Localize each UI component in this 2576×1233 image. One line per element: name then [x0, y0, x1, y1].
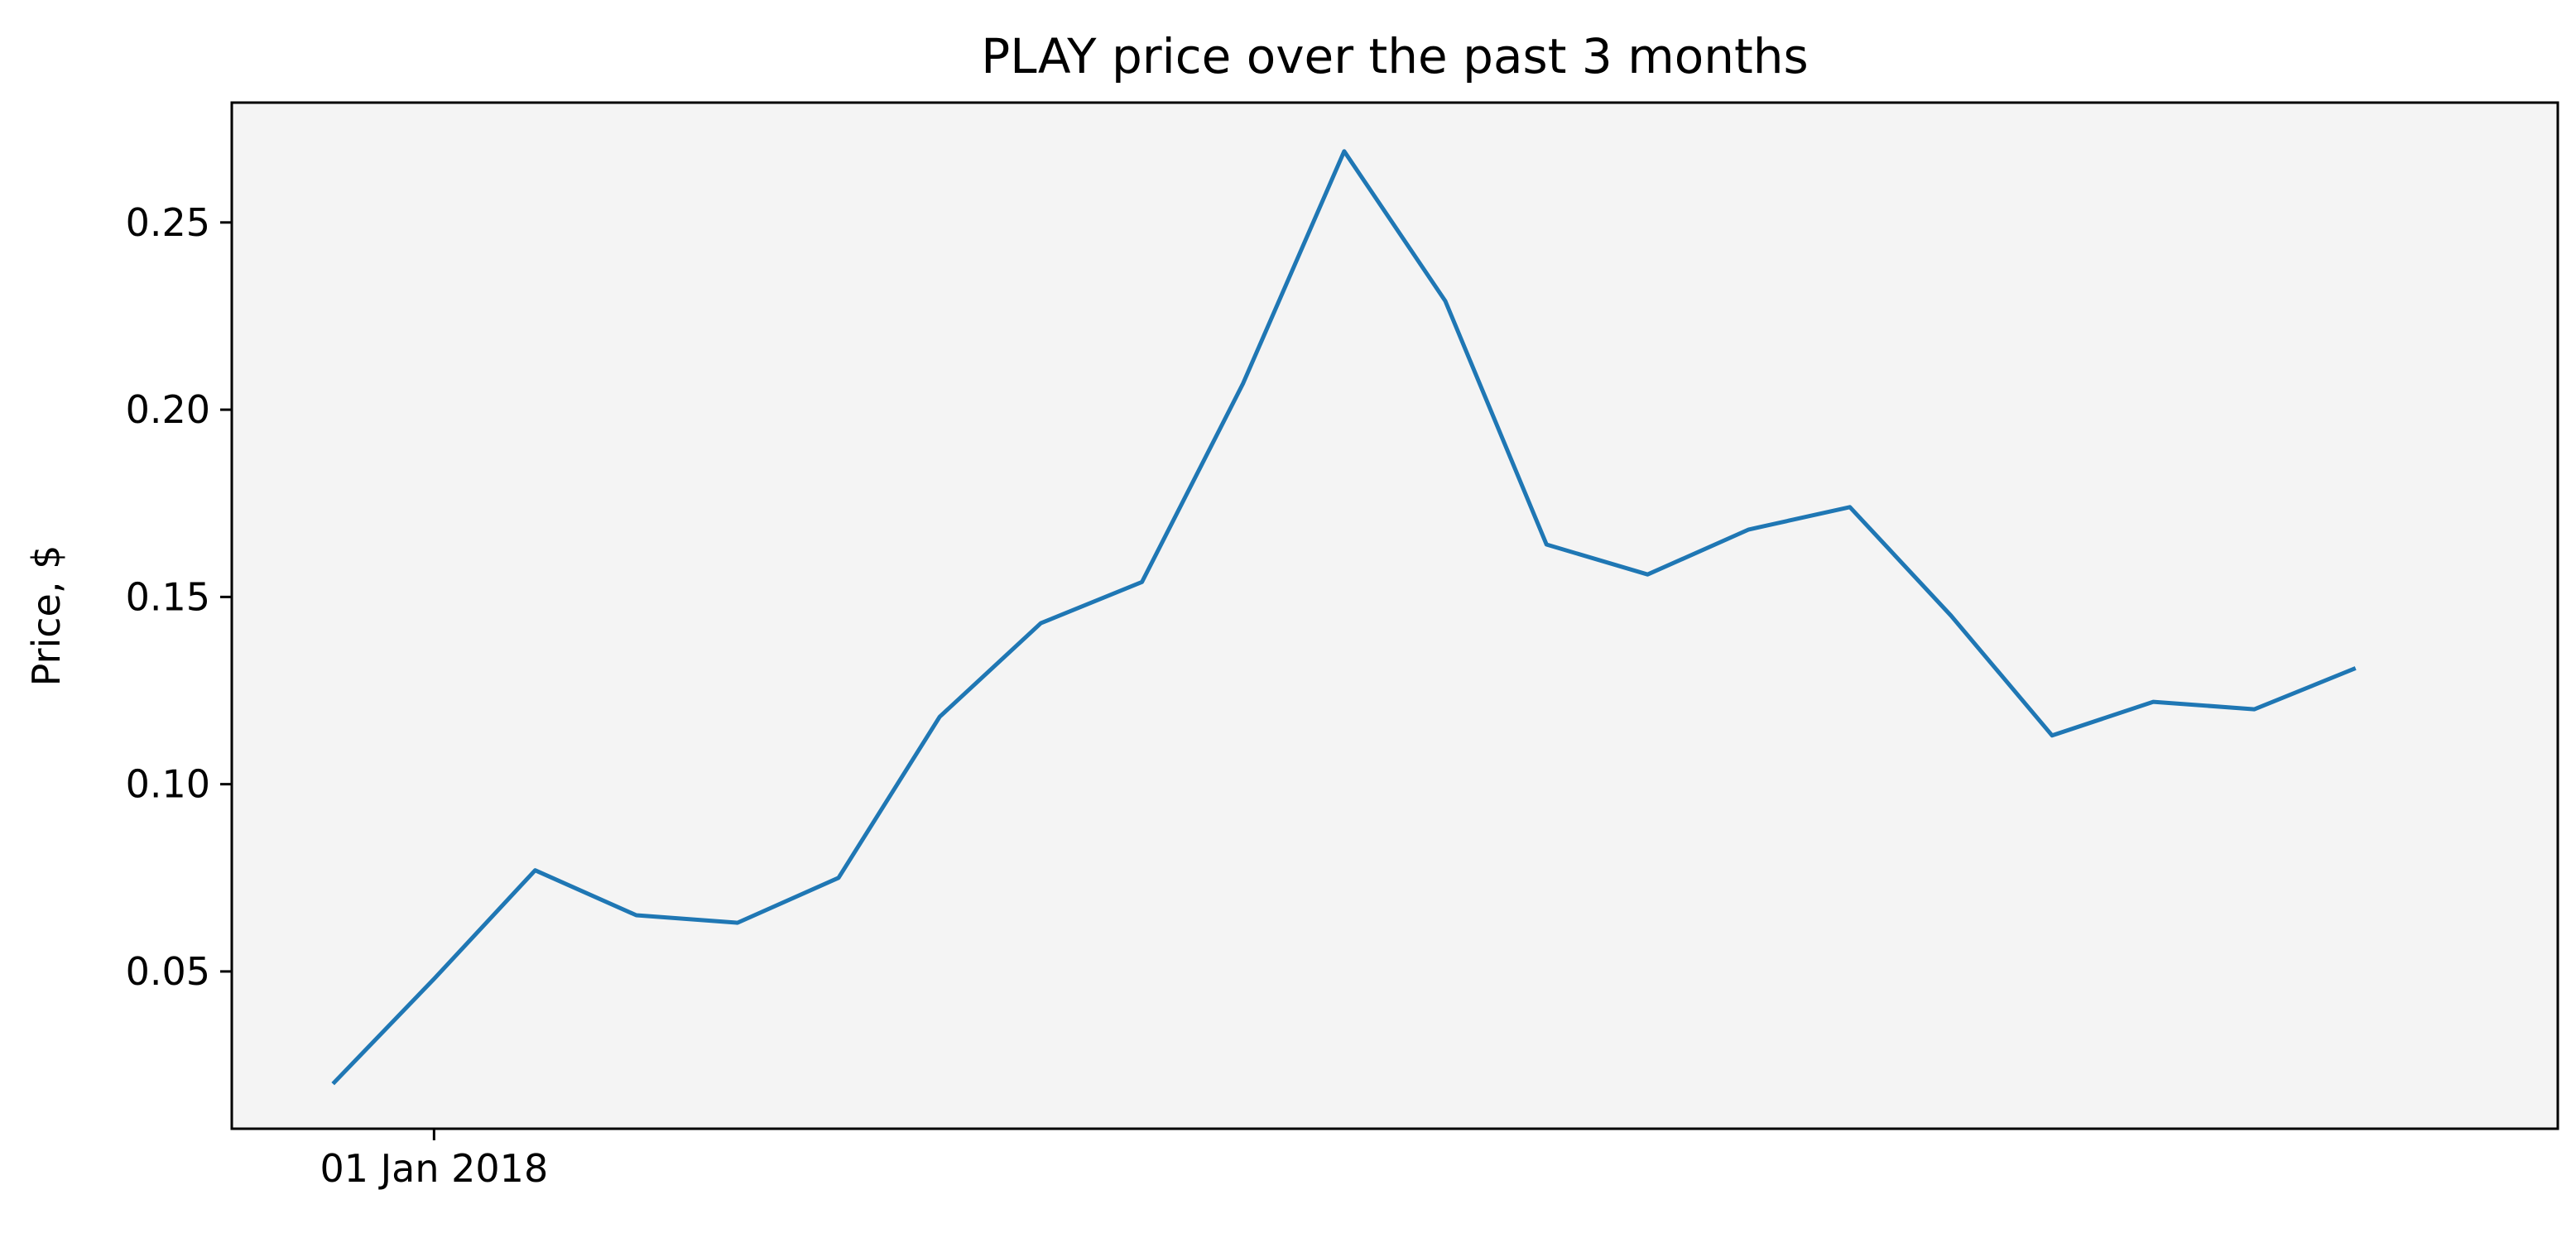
x-tick-label: 01 Jan 2018 [320, 1146, 548, 1191]
y-tick-label: 0.10 [126, 762, 210, 807]
y-tick-label: 0.25 [126, 200, 210, 245]
y-axis: 0.05 0.10 0.15 0.20 0.25 [126, 200, 232, 994]
x-axis: 01 Jan 2018 [320, 1129, 548, 1191]
plot-frame [230, 101, 2559, 1130]
y-tick-label: 0.20 [126, 387, 210, 432]
series-layer [331, 149, 2357, 1086]
chart-title: PLAY price over the past 3 months [981, 28, 1808, 84]
y-axis-label: Price, $ [24, 545, 69, 687]
y-tick-label: 0.05 [126, 949, 210, 994]
y-tick-label: 0.15 [126, 574, 210, 619]
plot-area [232, 103, 2558, 1129]
series-line [331, 149, 2357, 1086]
